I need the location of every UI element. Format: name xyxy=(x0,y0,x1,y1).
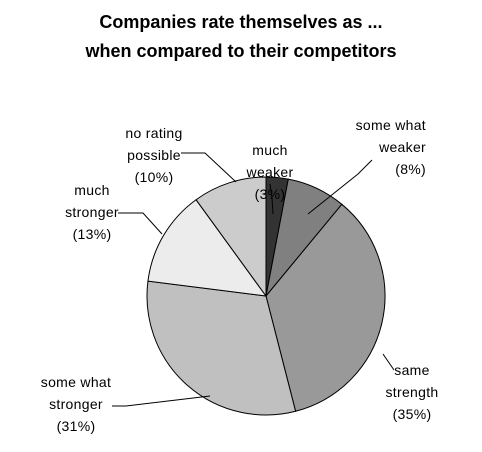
slice-category-label: some what xyxy=(41,374,111,390)
leader-lines xyxy=(112,152,395,407)
leader-line xyxy=(181,152,237,183)
slice-category-label: strength xyxy=(386,384,439,400)
chart-title-line-1: Companies rate themselves as ... xyxy=(99,12,382,32)
pie-slice-much-stronger xyxy=(147,199,268,297)
slice-category-label: same xyxy=(394,362,429,378)
leader-line xyxy=(112,395,211,407)
slice-percent-label: (13%) xyxy=(73,226,112,242)
slice-category-label: weaker xyxy=(246,164,294,180)
leader-line xyxy=(307,159,373,215)
slice-labels: much weaker (3%) some what weaker (8%) same str… xyxy=(41,117,439,434)
pie-slice-some-what-stronger xyxy=(146,280,297,416)
slice-percent-label: (8%) xyxy=(395,161,426,177)
slice-percent-label: (31%) xyxy=(57,418,96,434)
slice-category-label: possible xyxy=(127,147,181,163)
slice-category-label: some what xyxy=(356,117,426,133)
slice-percent-label: (3%) xyxy=(255,186,286,202)
pie-slice-no-rating-possible xyxy=(195,176,267,298)
slice-category-label: much xyxy=(74,182,109,198)
chart-title-line-2: when compared to their competitors xyxy=(84,41,396,61)
leader-line xyxy=(118,212,163,235)
slice-percent-label: (10%) xyxy=(135,169,174,185)
leader-line xyxy=(382,353,395,371)
pie-slice-same-strength xyxy=(265,203,386,412)
slice-category-label: stronger xyxy=(65,204,119,220)
slice-percent-label: (35%) xyxy=(393,406,432,422)
slice-category-label: weaker xyxy=(378,139,426,155)
slice-category-label: much xyxy=(252,142,287,158)
pie-slices xyxy=(146,176,386,416)
leader-line xyxy=(269,183,274,215)
slice-category-label: no rating xyxy=(125,125,182,141)
slice-category-label: stronger xyxy=(49,396,103,412)
